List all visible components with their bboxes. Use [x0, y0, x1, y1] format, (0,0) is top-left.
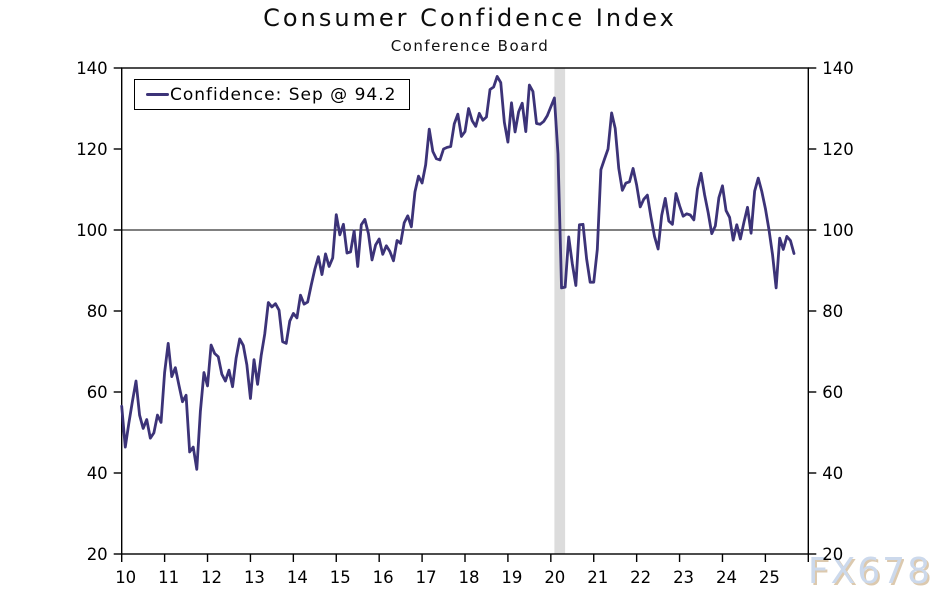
x-tick-label: 16 — [373, 568, 394, 587]
y-tick-label-right: 60 — [822, 383, 843, 402]
x-tick-label: 11 — [158, 568, 179, 587]
y-tick-label-left: 140 — [76, 59, 108, 78]
y-tick-label-left: 40 — [87, 464, 108, 483]
y-tick-label-left: 80 — [87, 302, 108, 321]
x-tick-label: 13 — [244, 568, 265, 587]
x-tick-label: 19 — [501, 568, 522, 587]
recession-band — [554, 68, 566, 554]
plot-border — [120, 67, 809, 555]
y-tick-label-right: 20 — [822, 545, 843, 564]
y-tick-label-right: 80 — [822, 302, 843, 321]
y-tick-label-right: 100 — [822, 221, 854, 240]
y-tick-label-left: 60 — [87, 383, 108, 402]
x-tick-label: 22 — [630, 568, 651, 587]
y-tick-label-right: 120 — [822, 140, 854, 159]
x-tick-label: 18 — [459, 568, 480, 587]
y-tick-label-right: 40 — [822, 464, 843, 483]
x-tick-label: 10 — [115, 568, 136, 587]
x-tick-label: 23 — [673, 568, 694, 587]
y-tick-label-right: 140 — [822, 59, 854, 78]
x-tick-label: 12 — [201, 568, 222, 587]
x-tick-label: 25 — [759, 568, 780, 587]
x-tick-label: 24 — [716, 568, 737, 587]
legend: Confidence: Sep @ 94.2 — [134, 79, 411, 110]
legend-line-swatch — [146, 92, 169, 97]
watermark-logo: FX678 — [807, 551, 932, 592]
x-tick-label: 20 — [544, 568, 565, 587]
confidence-line — [120, 75, 796, 471]
x-tick-label: 17 — [416, 568, 437, 587]
chart-title: Consumer Confidence Index — [263, 4, 677, 32]
x-tick-label: 15 — [330, 568, 351, 587]
y-tick-label-left: 20 — [87, 545, 108, 564]
legend-label: Confidence: Sep @ 94.2 — [170, 84, 397, 105]
chart-subtitle: Conference Board — [390, 37, 550, 55]
y-tick-label-left: 120 — [76, 140, 108, 159]
y-tick-label-left: 100 — [76, 221, 108, 240]
x-tick-label: 14 — [287, 568, 308, 587]
x-tick-label: 21 — [587, 568, 608, 587]
